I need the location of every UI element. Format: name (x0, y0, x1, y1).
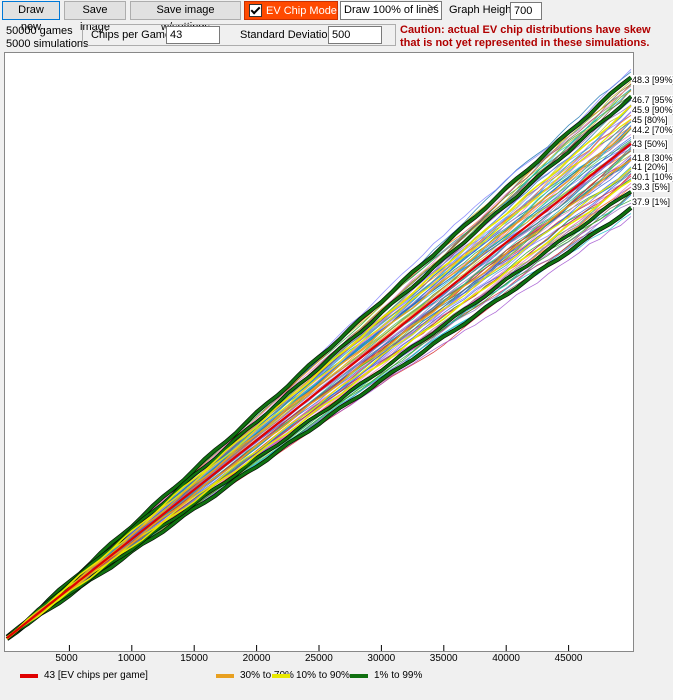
percentile-line-p10 (6, 179, 632, 638)
simulation-chart (4, 52, 634, 652)
percentile-label: 46.7 [95%] (632, 95, 673, 105)
legend-label: 30% to 70% (240, 670, 294, 681)
checkbox-check-icon (249, 4, 262, 17)
percentile-line-p99 (6, 76, 632, 638)
simulation-line (6, 139, 632, 639)
standard-deviation-input[interactable] (328, 26, 382, 44)
percentile-line-p95 (6, 95, 632, 640)
ev-chip-mode-checkbox[interactable]: EV Chip Mode (244, 1, 338, 20)
percentile-label: 44.2 [70%] (632, 125, 673, 135)
x-tick-label: 30000 (367, 653, 396, 664)
draw-lines-select[interactable]: Draw 100% of lines ﹀ (340, 1, 442, 20)
x-tick-label: 35000 (429, 653, 458, 664)
chips-per-game-label: Chips per Game (91, 29, 172, 41)
legend-item: 43 [EV chips per game] (20, 670, 148, 681)
draw-lines-value: Draw 100% of lines (344, 4, 439, 16)
legend-item: 10% to 90% (272, 670, 350, 681)
percentile-line-p30 (6, 159, 632, 638)
simulation-line (6, 150, 632, 639)
percentile-label: 39.3 [5%] (632, 182, 671, 192)
toolbar: Draw new Save image Save image w/setting… (0, 0, 673, 33)
percentile-label: 43 [50%] (632, 139, 668, 149)
percentile-line-p1 (6, 206, 632, 641)
save-image-settings-button[interactable]: Save image w/settings (130, 1, 241, 33)
x-tick-label: 40000 (492, 653, 520, 664)
legend-swatch (272, 673, 290, 678)
save-image-button[interactable]: Save image (64, 1, 126, 33)
percentile-line-p5 (6, 190, 632, 638)
x-tick-label: 25000 (305, 653, 333, 664)
legend-item: 1% to 99% (350, 670, 422, 681)
games-count: 50000 games (6, 25, 73, 37)
ev-chip-mode-label: EV Chip Mode (266, 4, 337, 17)
draw-new-button[interactable]: Draw new (2, 1, 60, 33)
settings-panel: Chips per Game Standard Deviation (82, 24, 396, 46)
percentile-line-p50 (6, 142, 632, 639)
percentile-line-p70 (6, 127, 632, 640)
chart-canvas (5, 69, 633, 651)
x-tick-label: 20000 (242, 653, 271, 664)
x-tick-label: 5000 (55, 653, 78, 664)
graph-height-input[interactable] (510, 2, 542, 20)
percentile-label: 45.9 [90%] (632, 105, 673, 115)
caution-line-2: that is not yet represented in these sim… (400, 37, 650, 49)
legend-item: 30% to 70% (216, 670, 294, 681)
standard-deviation-label: Standard Deviation (240, 29, 334, 41)
simulations-count: 5000 simulations (6, 38, 89, 50)
caution-message: Caution: actual EV chip distributions ha… (400, 24, 651, 50)
legend-label: 43 [EV chips per game] (44, 670, 148, 681)
percentile-label: 40.1 [10%] (632, 172, 673, 182)
percentile-label: 48.3 [99%] (632, 75, 673, 85)
legend-label: 10% to 90% (296, 670, 350, 681)
legend-swatch (350, 673, 368, 678)
legend-label: 1% to 99% (374, 670, 423, 681)
chevron-down-icon: ﹀ (428, 5, 438, 16)
x-tick-label: 15000 (180, 653, 208, 664)
percentile-label: 37.9 [1%] (632, 197, 671, 207)
percentile-label: 41 [20%] (632, 162, 668, 172)
x-tick-label: 10000 (117, 653, 146, 664)
legend-swatch (20, 673, 38, 678)
chips-per-game-input[interactable] (166, 26, 220, 44)
caution-line-1: Caution: actual EV chip distributions ha… (400, 24, 651, 36)
legend-swatch (216, 673, 234, 678)
percentile-label: 45 [80%] (632, 115, 668, 125)
percentile-label: 41.8 [30%] (632, 153, 673, 163)
percentile-line-p20 (6, 167, 632, 640)
graph-height-label: Graph Height: (449, 4, 518, 16)
percentile-line-p80 (6, 118, 632, 638)
x-tick-label: 45000 (554, 653, 583, 664)
